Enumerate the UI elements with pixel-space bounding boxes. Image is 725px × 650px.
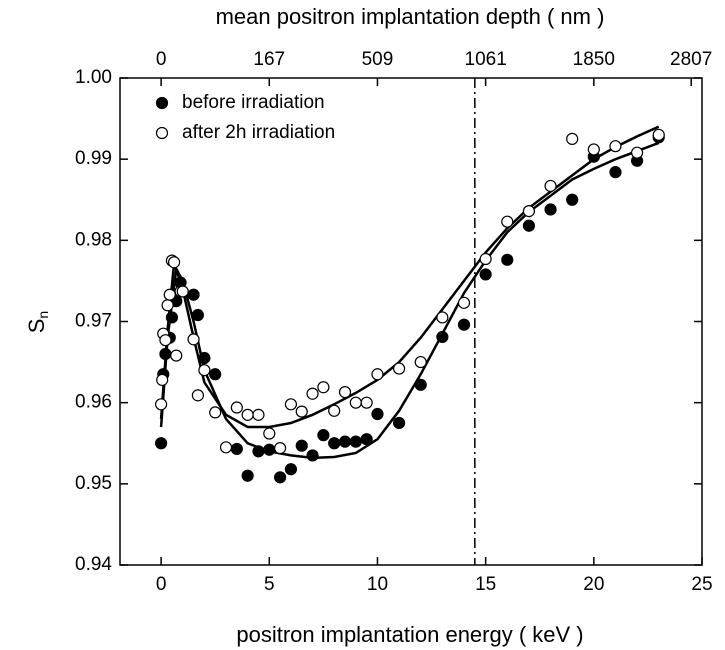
x-tick-label: 25 [691,574,712,595]
data-point [155,398,168,411]
data-point [263,443,276,456]
data-point [338,386,352,399]
data-point [230,401,243,414]
data-point [652,128,665,141]
legend-marker [155,126,169,140]
data-point [479,268,492,281]
data-point [191,308,204,322]
data-point [414,378,427,391]
data-point [274,471,287,484]
legend-label: after 2h irradiation [182,122,335,143]
data-point [501,215,514,228]
fit-line [159,125,660,429]
data-point [191,389,204,402]
data-point [587,143,600,156]
data-point [241,408,254,421]
data-point [295,439,308,452]
top-tick-label: 1850 [573,49,615,70]
top-axis-label: mean positron implantation depth ( nm ) [216,4,605,29]
data-point [360,433,373,446]
data-point [295,405,308,418]
x-tick-label: 15 [475,574,496,595]
x-tick-label: 20 [583,574,604,595]
data-point [393,416,406,430]
data-point [371,368,384,381]
y-tick-label: 0.98 [75,229,112,250]
data-point [479,252,492,266]
data-point [436,330,449,344]
data-point [349,396,362,409]
data-point [170,349,183,362]
data-point [349,435,362,448]
y-tick-label: 1.00 [75,67,112,88]
data-point [609,166,622,179]
data-point [522,219,536,232]
y-axis-label-sub: n [35,311,51,319]
data-point [263,427,276,440]
data-point [501,253,514,266]
data-point [544,203,557,216]
x-tick-label: 0 [156,574,167,595]
y-tick-label: 0.94 [75,554,112,575]
y-tick-label: 0.95 [75,473,112,494]
data-point [198,364,211,377]
data-point [306,449,319,462]
top-tick-label: 2807 [670,49,712,70]
x-tick-label: 5 [264,574,275,595]
top-tick-label: 509 [362,49,394,70]
data-point [609,140,622,153]
legend-label: before irradiation [182,92,325,113]
top-tick-label: 167 [253,49,285,70]
data-point [544,179,557,193]
data-point [241,469,254,482]
data-point [566,132,579,145]
data-point [328,437,341,450]
y-tick-label: 0.97 [75,311,112,332]
y-axis-label-main: S [24,319,49,334]
x-tick-label: 10 [367,574,388,595]
data-point [306,387,319,400]
x-axis-label: positron implantation energy ( keV ) [236,622,583,647]
data-point [187,333,200,346]
data-point [274,442,287,455]
y-tick-label: 0.96 [75,392,112,413]
data-point [457,296,471,309]
data-point [371,407,384,421]
data-point [360,396,373,409]
data-point [566,193,579,206]
data-point [219,441,233,454]
data-point [252,445,265,458]
top-tick-label: 1061 [465,49,507,70]
data-point [176,285,189,298]
data-point [187,288,200,301]
data-point [284,463,298,476]
data-point [317,429,330,442]
data-point [522,205,536,218]
data-point [317,381,330,394]
data-point [338,435,352,448]
data-point [436,311,449,324]
data-point [159,334,172,347]
data-point [284,398,298,411]
data-point [209,368,222,381]
data-point [630,146,644,159]
data-point [163,288,176,301]
data-point [393,362,406,375]
data-point [414,355,427,369]
data-point [457,318,471,331]
data-point [156,373,169,387]
y-tick-label: 0.99 [75,148,112,169]
data-point [161,299,174,312]
top-tick-label: 0 [156,49,167,70]
data-point [209,406,222,419]
data-point [328,404,341,417]
data-point [252,408,265,421]
data-point [167,256,181,269]
data-point [155,437,168,450]
legend-marker [155,96,169,110]
data-point [230,442,243,456]
y-axis-label: Sn [24,311,51,333]
